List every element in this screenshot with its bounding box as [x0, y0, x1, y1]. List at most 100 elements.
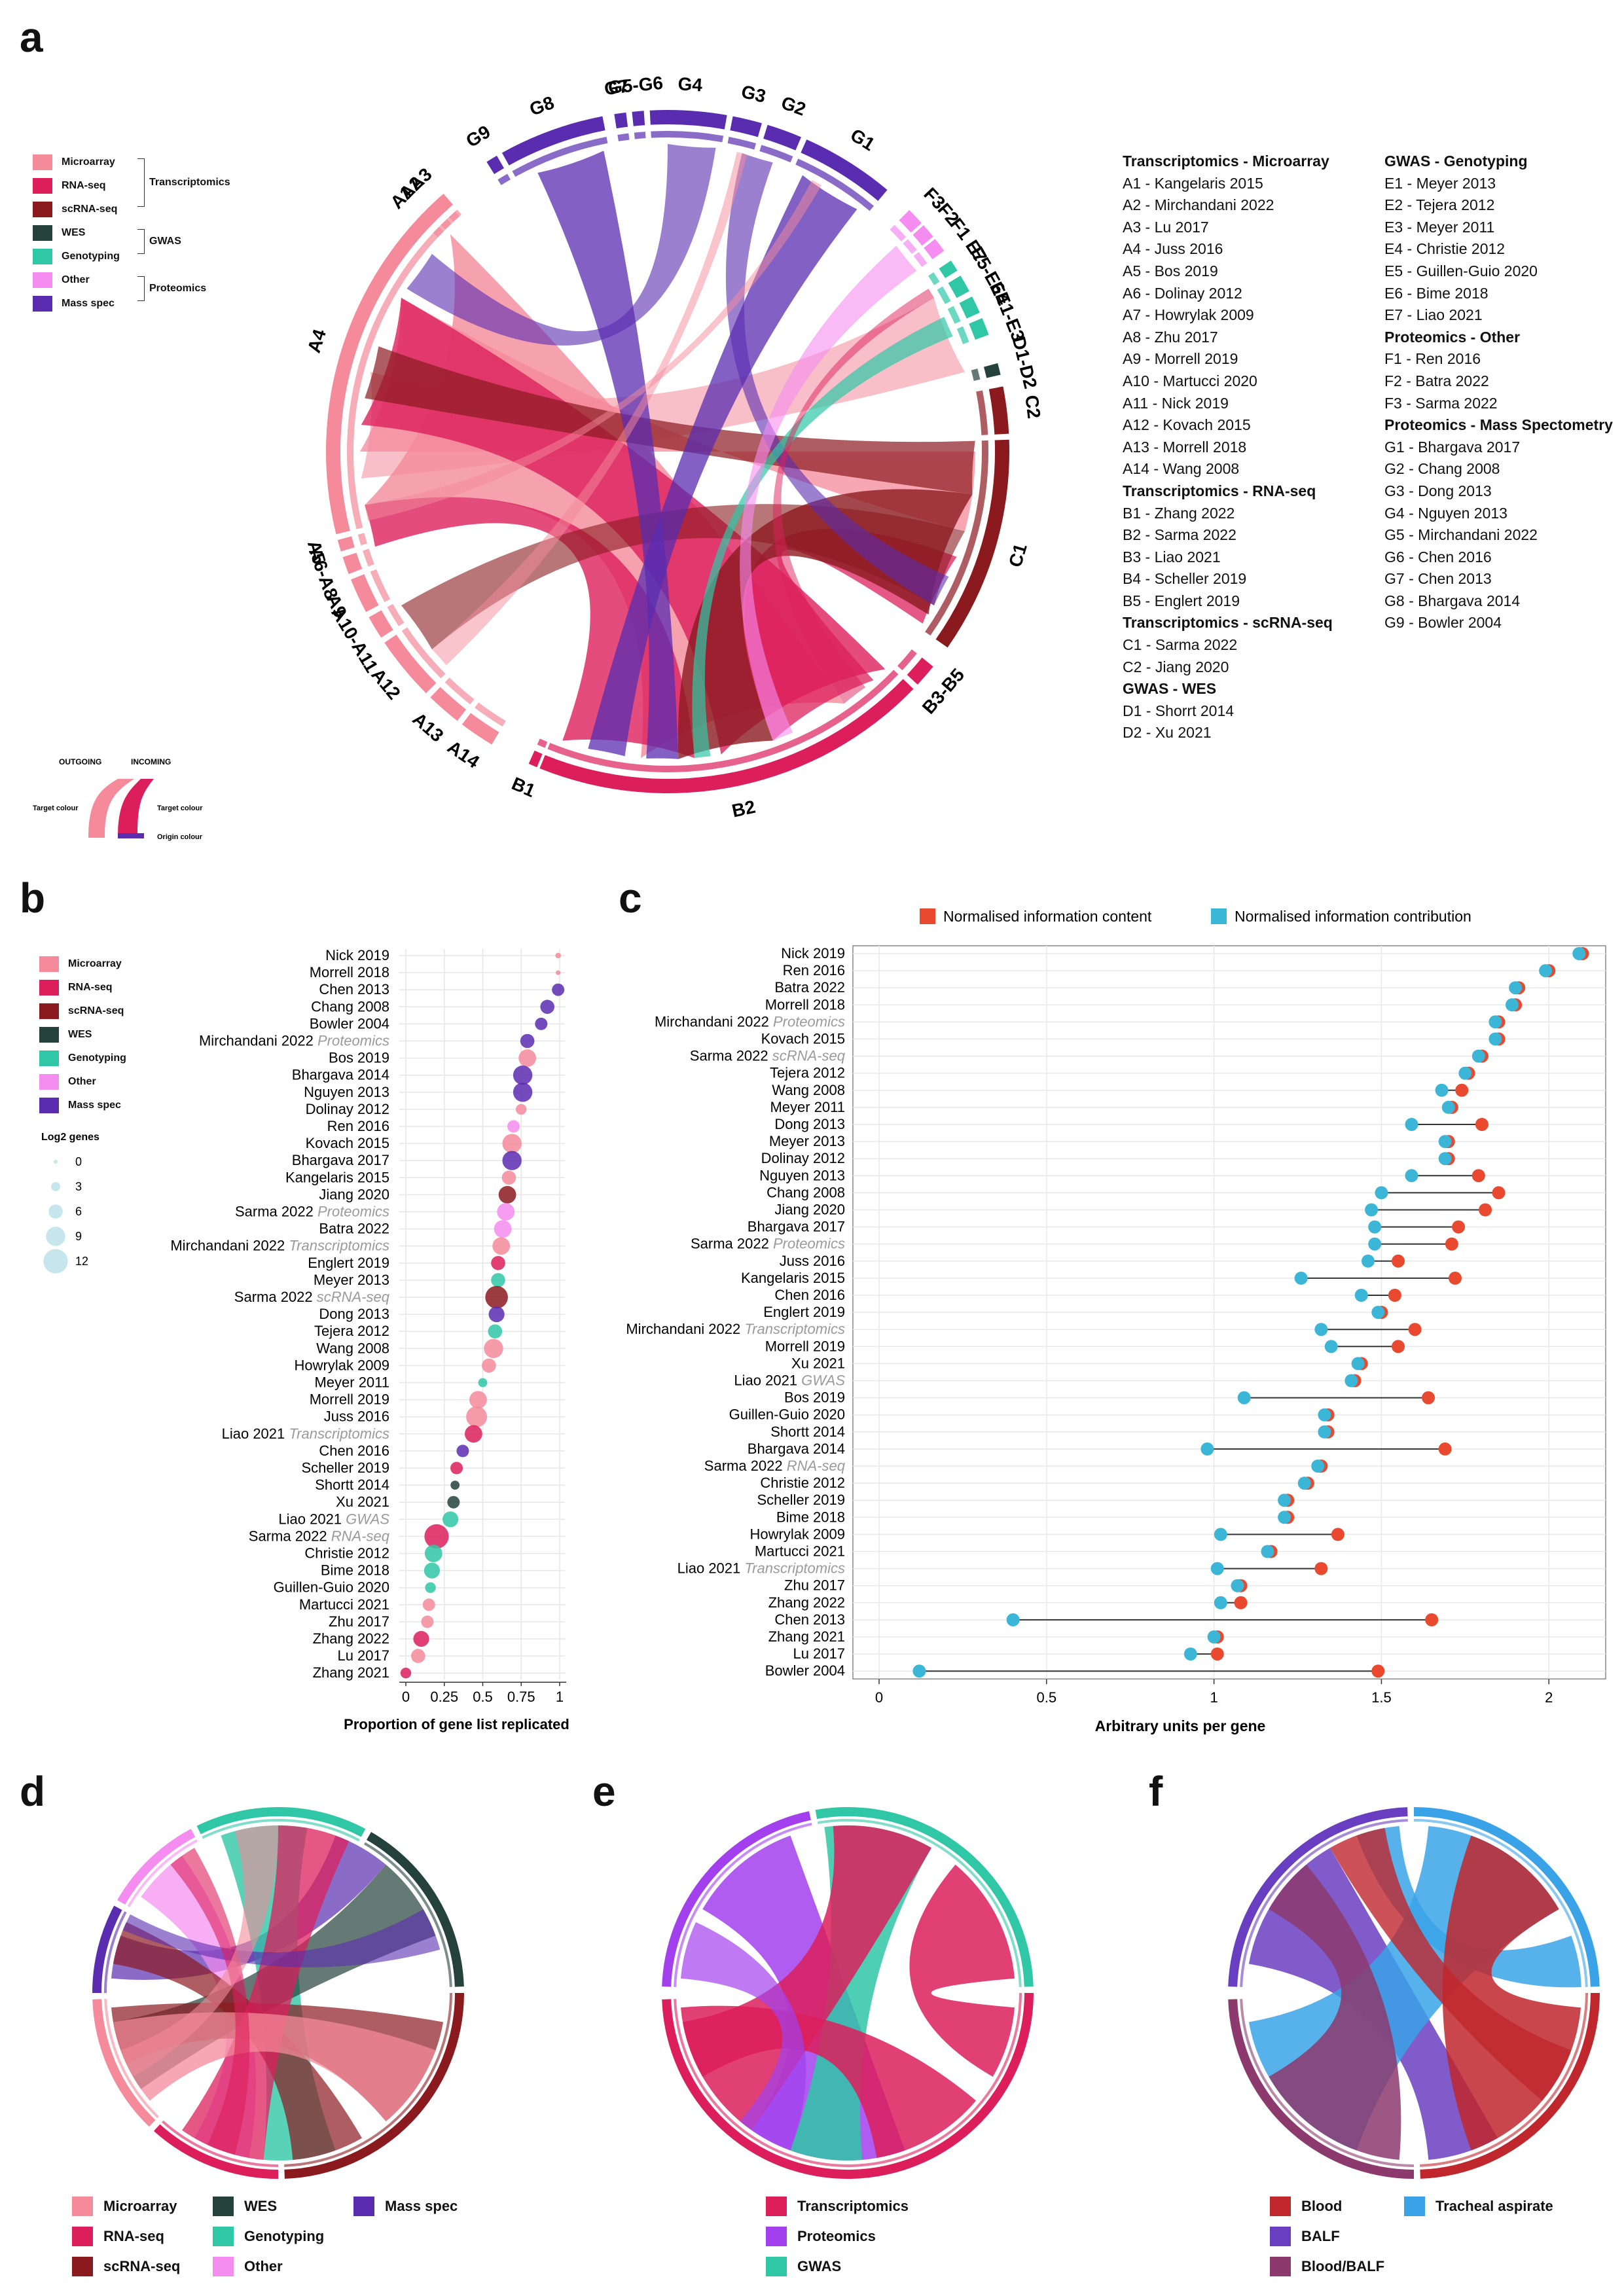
sector-g7	[614, 112, 628, 129]
sector-label-g5-g6: G5-G6	[607, 73, 664, 98]
key-entry: G7 - Chen 2013	[1384, 570, 1492, 588]
key-heading: Transcriptomics - RNA-seq	[1123, 482, 1316, 499]
sector-label-g2: G2	[778, 92, 808, 120]
y-tick-label: Morrell 2019	[310, 1391, 389, 1408]
legend-swatch	[213, 2197, 234, 2216]
x-tick-label: 0	[875, 1689, 883, 1706]
sector-d1-d2	[983, 363, 1001, 378]
size-legend-label: 6	[75, 1205, 82, 1218]
y-tick-label: Meyer 2013	[314, 1272, 389, 1288]
sector-e1-e3	[969, 318, 989, 340]
legend-label: WES	[244, 2198, 278, 2214]
data-point	[488, 1306, 505, 1323]
legend-swatch	[766, 2257, 787, 2276]
sector-inner-b1	[537, 738, 548, 748]
size-legend-label: 0	[75, 1155, 82, 1168]
chord-ribbon	[120, 1825, 278, 2077]
sector-inner-arc	[202, 1819, 360, 1842]
y-tick-label: Bhargava 2017	[748, 1219, 845, 1235]
chord-diagram-d	[92, 1807, 464, 2179]
legend-item-mass-spec: Mass spec	[33, 292, 120, 315]
chord-diagram-f	[1228, 1807, 1600, 2179]
sector-b3-b5	[907, 657, 933, 685]
sector-label-a10-a11: A10-A11	[327, 603, 382, 676]
chord-ribbon	[360, 298, 975, 531]
chord-ribbon	[740, 245, 917, 741]
sector-a13	[430, 687, 467, 721]
y-tick-label: Juss 2016	[324, 1408, 389, 1425]
content-point	[1210, 1647, 1224, 1661]
data-point	[488, 1324, 503, 1338]
legend-swatch	[33, 249, 52, 264]
content-point	[1479, 1203, 1492, 1217]
y-tick-label: Morrell 2018	[765, 996, 845, 1013]
sector-g2	[763, 124, 801, 151]
x-tick-label: 1	[556, 1689, 564, 1705]
legend-item-genotyping: Genotyping	[213, 2221, 353, 2251]
y-tick-label: Englert 2019	[763, 1304, 845, 1320]
sector-inner-g4	[651, 130, 724, 143]
legend-label: Other	[68, 1076, 96, 1087]
y-tick-label: Batra 2022	[774, 979, 845, 996]
size-legend-circle	[46, 1227, 65, 1246]
contribution-point	[1314, 1323, 1328, 1336]
contribution-point	[1210, 1562, 1224, 1575]
data-point	[492, 1237, 511, 1255]
flow-direction-legend: OUTGOING INCOMING Target colour Target c…	[33, 757, 203, 841]
contribution-point	[1405, 1118, 1418, 1131]
y-tick-label: Xu 2021	[791, 1355, 845, 1371]
key-entry: G1 - Bhargava 2017	[1384, 438, 1521, 456]
legend-bracket	[137, 229, 145, 254]
y-tick-label: Guillen-Guio 2020	[729, 1407, 845, 1423]
panel-b-type-legend: Microarray RNA-seq scRNA-seq WES Genotyping O…	[39, 952, 126, 1117]
legend-label: Microarray	[62, 156, 115, 168]
data-point	[450, 1480, 460, 1490]
sector-inner-g7	[617, 133, 630, 141]
legend-label: Genotyping	[68, 1052, 126, 1064]
chart-c-information: Normalised information content Normalised…	[626, 908, 1606, 1734]
y-tick-label: Tejera 2012	[314, 1323, 389, 1339]
sector-f1	[924, 239, 945, 260]
panel-letter-a: a	[20, 14, 43, 61]
data-point	[552, 983, 565, 996]
sector-a14	[461, 713, 499, 745]
data-point	[466, 1406, 488, 1427]
key-entry: F1 - Ren 2016	[1384, 350, 1481, 368]
sector-inner-f1	[913, 251, 928, 267]
key-entry: A12 - Kovach 2015	[1123, 416, 1251, 434]
key-entry: B1 - Zhang 2022	[1123, 504, 1235, 522]
contribution-point	[1365, 1203, 1379, 1217]
sector-a5	[337, 536, 355, 552]
legend-item-tracheal-aspirate: Tracheal aspirate	[1404, 2191, 1574, 2221]
y-tick-label: Liao 2021 GWAS	[734, 1372, 845, 1389]
x-tick-label: 1	[1210, 1689, 1218, 1706]
contribution-point	[1489, 1015, 1502, 1029]
sector-g8	[501, 116, 605, 166]
legend-item-scrna-seq: scRNA-seq	[39, 999, 126, 1023]
legend-item-scrna-seq: scRNA-seq	[33, 198, 120, 221]
sectors	[662, 1807, 1034, 2179]
legend-swatch	[39, 1003, 59, 1019]
legend-swatch-normalised-information-content	[920, 908, 935, 924]
sector-inner-e5-e6	[937, 286, 951, 304]
legend-bracket	[137, 276, 145, 301]
y-tick-label: Martucci 2021	[755, 1543, 845, 1560]
sector-label-c2: C2	[1021, 394, 1044, 420]
contribution-point	[1324, 1340, 1338, 1354]
y-tick-label: Shortt 2014	[315, 1477, 389, 1493]
legend-label: Other	[62, 274, 90, 285]
y-tick-label: Mirchandani 2022 Transcriptomics	[626, 1321, 845, 1337]
size-legend-circle	[48, 1204, 63, 1219]
y-tick-label: Zhu 2017	[329, 1613, 389, 1630]
legend-item-blood-balf: Blood/BALF	[1270, 2251, 1404, 2282]
key-entry: E3 - Meyer 2011	[1384, 218, 1495, 236]
outgoing-label: OUTGOING	[59, 757, 101, 766]
sector-inner-a4	[347, 209, 462, 529]
y-tick-label: Chen 2013	[319, 981, 389, 997]
key-heading: GWAS - Genotyping	[1384, 152, 1528, 170]
sector-inner-e4	[947, 306, 961, 324]
y-tick-label: Juss 2016	[780, 1253, 845, 1269]
legend-item-microarray: Microarray	[39, 952, 126, 976]
y-tick-label: Bhargava 2014	[292, 1067, 389, 1083]
content-point	[1455, 1083, 1469, 1097]
